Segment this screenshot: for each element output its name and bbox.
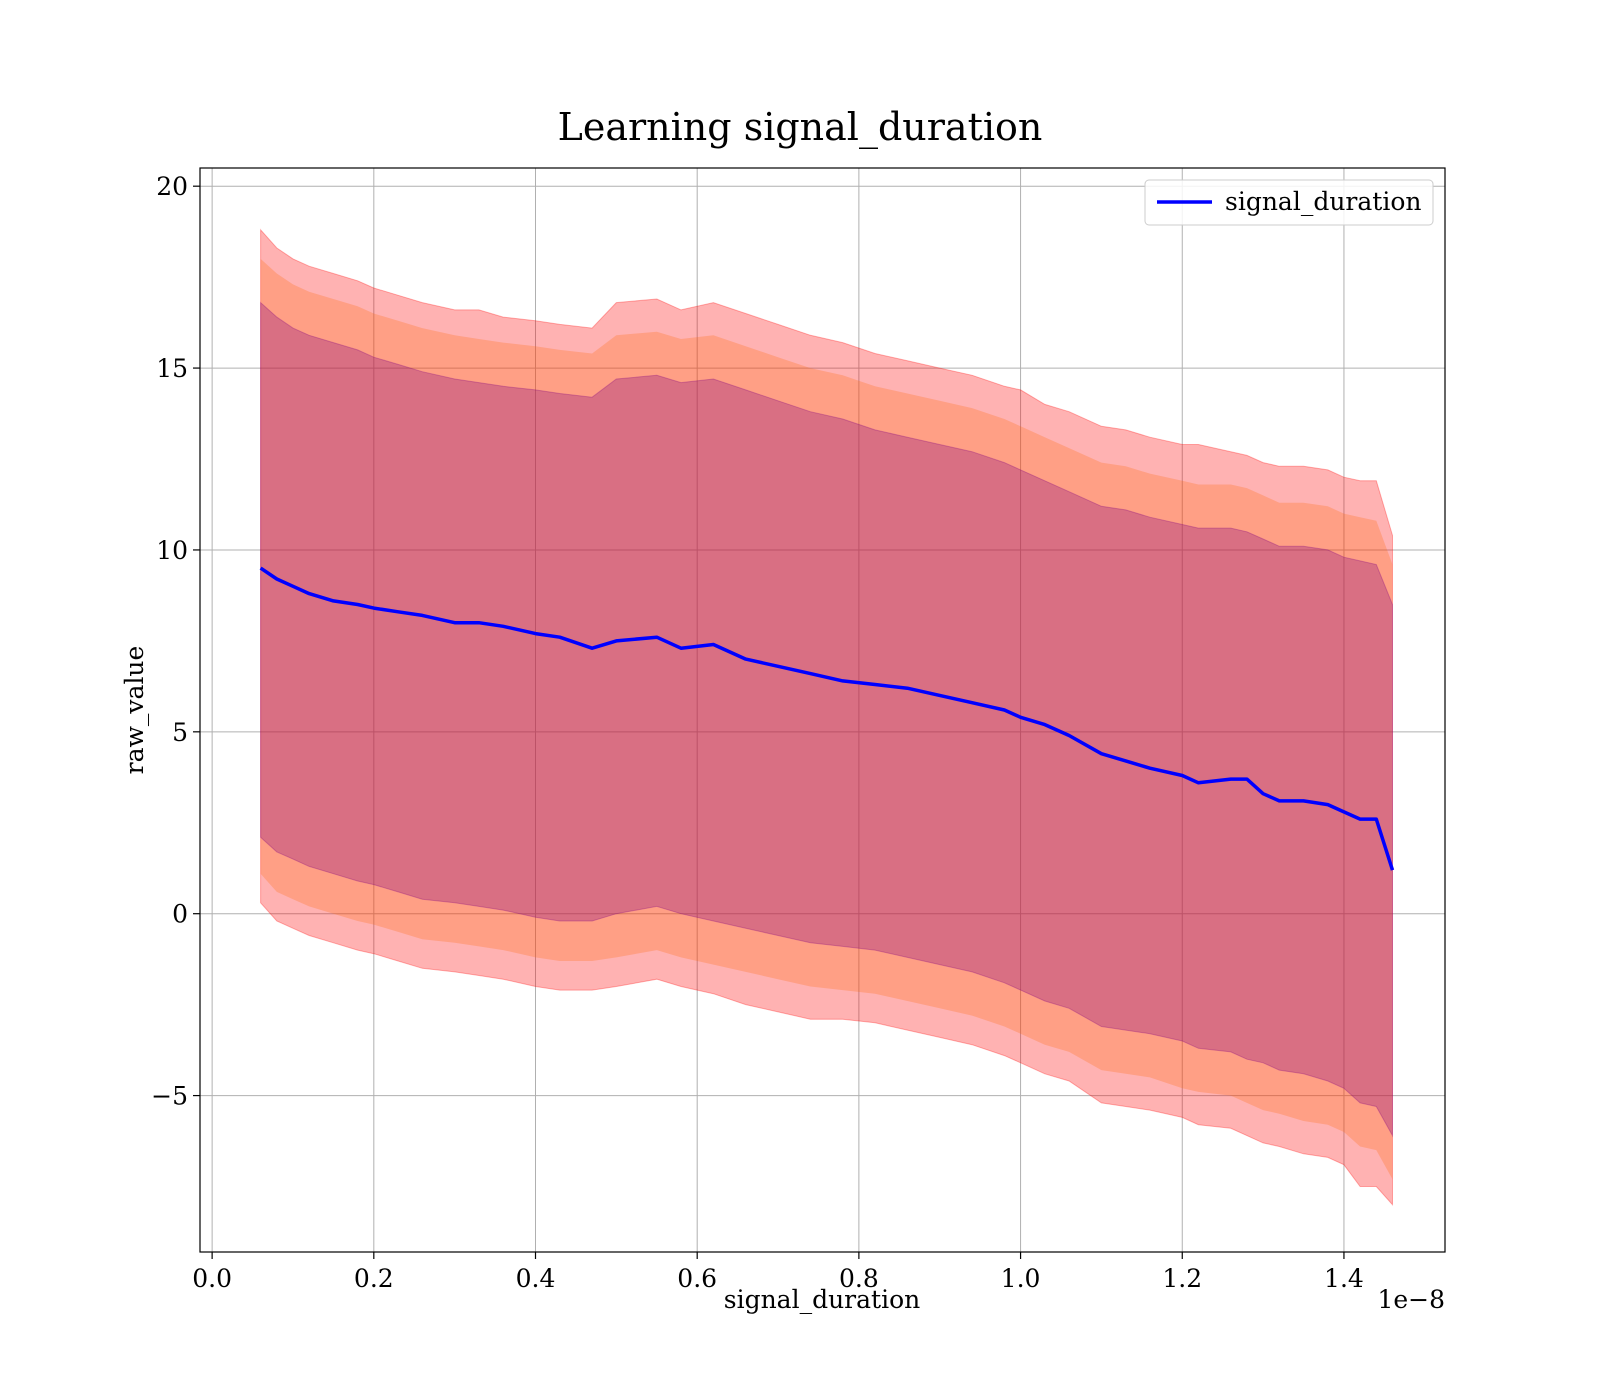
x-tick-label: 1.0 [1001, 1264, 1041, 1293]
x-axis-ticks: 0.0 0.2 0.4 0.6 0.8 1.0 1.2 1.4 [192, 1252, 1364, 1293]
y-tick-label: 0 [172, 900, 188, 929]
legend-label: signal_duration [1225, 187, 1421, 216]
legend: signal_duration [1144, 179, 1434, 226]
x-tick-label: 0.6 [677, 1264, 717, 1293]
plot-frame [199, 167, 1446, 1253]
x-axis-label: signal_duration [724, 1285, 920, 1314]
x-tick-label: 0.4 [516, 1264, 556, 1293]
x-tick-label: 1.2 [1162, 1264, 1202, 1293]
x-tick-label: 1.4 [1324, 1264, 1364, 1293]
band-inner [260, 301, 1393, 1138]
x-tick-label: 0.2 [354, 1264, 394, 1293]
y-tick-label: 5 [172, 718, 188, 747]
band-mid [260, 258, 1393, 1180]
y-tick-label: −5 [151, 1082, 188, 1111]
x-axis-offset-label: 1e−8 [1377, 1285, 1445, 1314]
x-tick-label: 0.0 [192, 1264, 232, 1293]
y-axis-label: raw_value [120, 646, 149, 775]
series-line-signal-duration [259, 566, 1395, 871]
band-outer [260, 228, 1393, 1207]
confidence-bands [260, 228, 1393, 1207]
y-tick-label: 15 [156, 354, 188, 383]
y-tick-label: 20 [156, 172, 188, 201]
chart-title: Learning signal_duration [558, 105, 1043, 150]
y-axis-ticks: −5 0 5 10 15 20 [151, 172, 200, 1111]
y-tick-label: 10 [156, 536, 188, 565]
legend-box [1144, 179, 1434, 226]
x-tick-label: 0.8 [839, 1264, 879, 1293]
series-lines [259, 566, 1395, 871]
